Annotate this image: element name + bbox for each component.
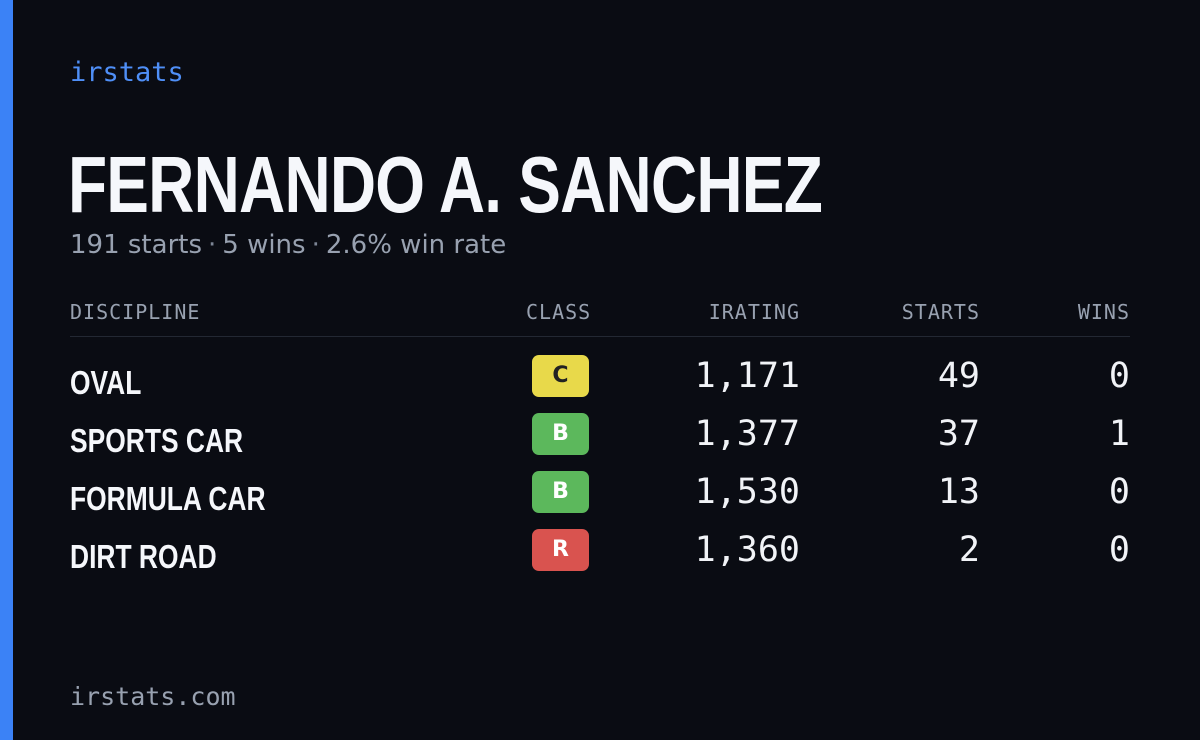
header-starts: STARTS: [901, 300, 980, 324]
license-class-badge: B: [532, 413, 589, 455]
table-row: FORMULA CAR B 1,530 13 0: [70, 469, 1130, 527]
summary-separator: ·: [311, 230, 320, 260]
row-starts: 13: [937, 472, 980, 512]
row-irating: 1,360: [694, 530, 800, 570]
summary-starts: 191 starts: [70, 230, 202, 260]
license-class-badge: B: [532, 471, 589, 513]
row-discipline: SPORTS CAR: [70, 422, 244, 459]
driver-name: FERNANDO A. SANCHEZ: [68, 140, 823, 229]
row-wins: 1: [1108, 414, 1130, 454]
header-wins: WINS: [1077, 300, 1130, 324]
row-discipline: DIRT ROAD: [70, 538, 217, 575]
accent-bar: [0, 0, 13, 740]
table-body: OVAL C 1,171 49 0 SPORTS CAR B 1,377 37 …: [70, 337, 1130, 585]
footer-url[interactable]: irstats.com: [70, 682, 236, 711]
summary-win-rate: 2.6% win rate: [325, 230, 507, 260]
table-row: OVAL C 1,171 49 0: [70, 353, 1130, 411]
summary-wins: 5 wins: [222, 230, 306, 260]
row-irating: 1,377: [694, 414, 800, 454]
header-irating: IRATING: [708, 300, 800, 324]
row-discipline: OVAL: [70, 364, 142, 401]
header-class: CLASS: [526, 300, 592, 324]
license-class-badge: C: [532, 355, 589, 397]
row-wins: 0: [1108, 472, 1130, 512]
header-discipline: DISCIPLINE: [70, 300, 201, 324]
row-starts: 49: [937, 356, 980, 396]
license-class-badge: R: [532, 529, 589, 571]
row-irating: 1,530: [694, 472, 800, 512]
row-discipline: FORMULA CAR: [70, 480, 266, 517]
row-irating: 1,171: [694, 356, 800, 396]
table-header: DISCIPLINE CLASS IRATING STARTS WINS: [70, 296, 1130, 337]
row-wins: 0: [1108, 530, 1130, 570]
summary-separator: ·: [208, 230, 217, 260]
driver-summary: 191 starts · 5 wins · 2.6% win rate: [70, 228, 506, 262]
row-wins: 0: [1108, 356, 1130, 396]
row-starts: 37: [937, 414, 980, 454]
table-row: DIRT ROAD R 1,360 2 0: [70, 527, 1130, 585]
brand-logo-text[interactable]: irstats: [70, 57, 184, 88]
row-starts: 2: [958, 530, 980, 570]
table-row: SPORTS CAR B 1,377 37 1: [70, 411, 1130, 469]
discipline-stats-table: DISCIPLINE CLASS IRATING STARTS WINS OVA…: [70, 296, 1130, 585]
